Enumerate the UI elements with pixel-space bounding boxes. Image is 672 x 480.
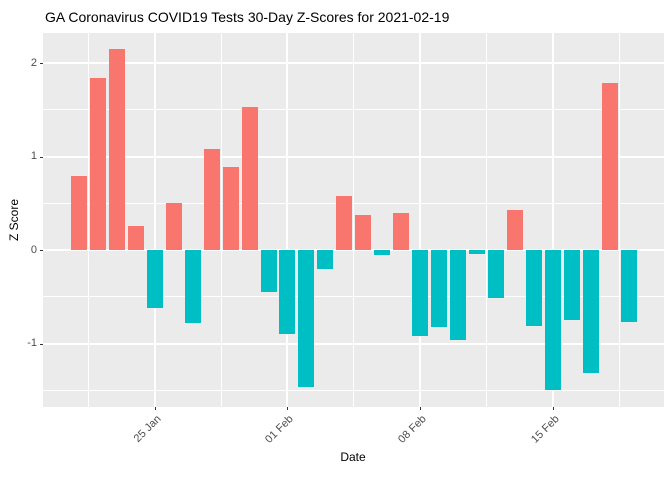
y-tick-mark bbox=[40, 250, 43, 251]
bar-2021-02-02 bbox=[298, 250, 315, 388]
bar-2021-01-28 bbox=[203, 149, 220, 250]
bar-2021-01-23 bbox=[108, 48, 125, 250]
minor-gridline-vertical bbox=[220, 33, 222, 407]
bar-2021-01-29 bbox=[222, 166, 239, 250]
bar-2021-01-25 bbox=[146, 250, 163, 308]
y-tick-label: -1 bbox=[27, 337, 37, 349]
major-gridline-horizontal bbox=[43, 62, 664, 64]
bar-2021-01-30 bbox=[241, 106, 258, 250]
chart-title: GA Coronavirus COVID19 Tests 30-Day Z-Sc… bbox=[45, 9, 450, 25]
plot-panel bbox=[43, 33, 664, 407]
major-gridline-vertical bbox=[551, 33, 554, 407]
bar-2021-02-16 bbox=[563, 250, 580, 321]
bar-2021-02-09 bbox=[431, 250, 448, 327]
x-tick-label: 01 Feb bbox=[263, 413, 296, 446]
bar-2021-02-07 bbox=[393, 212, 410, 250]
minor-gridline-vertical bbox=[87, 33, 89, 407]
x-tick-label: 15 Feb bbox=[528, 413, 562, 446]
bar-2021-02-15 bbox=[544, 250, 561, 391]
bar-2021-01-27 bbox=[184, 250, 201, 323]
y-tick-label: 1 bbox=[30, 150, 37, 162]
bar-2021-02-12 bbox=[487, 250, 504, 298]
bar-2021-02-01 bbox=[279, 250, 296, 335]
y-axis-title: Z Score bbox=[7, 198, 21, 242]
major-gridline-vertical bbox=[419, 33, 422, 407]
y-tick-mark bbox=[40, 63, 43, 64]
bar-2021-02-17 bbox=[582, 250, 599, 374]
minor-gridline-vertical bbox=[485, 33, 487, 407]
y-tick-label: 2 bbox=[30, 56, 37, 69]
bar-2021-01-24 bbox=[127, 225, 144, 250]
x-tick-mark bbox=[420, 407, 422, 410]
bar-2021-01-26 bbox=[165, 203, 182, 250]
major-gridline-horizontal bbox=[43, 249, 664, 251]
minor-gridline-vertical bbox=[618, 33, 620, 407]
bar-2021-01-31 bbox=[260, 250, 277, 293]
y-tick-mark bbox=[40, 343, 43, 345]
bar-2021-01-22 bbox=[89, 77, 106, 250]
minor-gridline-vertical bbox=[353, 33, 355, 407]
bar-2021-02-13 bbox=[506, 209, 523, 250]
x-tick-label: 08 Feb bbox=[395, 413, 429, 446]
y-tick-label: 0 bbox=[30, 243, 37, 256]
major-gridline-horizontal bbox=[43, 342, 664, 345]
x-tick-mark bbox=[154, 407, 156, 410]
bar-2021-02-14 bbox=[525, 250, 542, 326]
major-gridline-horizontal bbox=[43, 155, 664, 158]
bar-2021-02-10 bbox=[450, 250, 466, 340]
y-tick-mark bbox=[40, 156, 43, 158]
bar-2021-01-21 bbox=[71, 176, 87, 250]
bar-2021-02-03 bbox=[317, 250, 334, 269]
x-tick-mark bbox=[287, 407, 289, 410]
x-axis-title: Date bbox=[340, 450, 366, 464]
bar-2021-02-18 bbox=[601, 82, 618, 250]
bar-2021-02-19 bbox=[620, 250, 637, 322]
major-gridline-vertical bbox=[153, 33, 156, 407]
x-tick-mark bbox=[552, 407, 554, 410]
bar-2021-02-05 bbox=[355, 215, 372, 250]
bar-2021-02-04 bbox=[336, 195, 353, 250]
major-gridline-vertical bbox=[286, 33, 289, 407]
x-tick-label: 25 Jan bbox=[131, 413, 164, 445]
bar-2021-02-11 bbox=[468, 250, 485, 254]
bar-2021-02-06 bbox=[374, 250, 391, 255]
bar-2021-02-08 bbox=[412, 250, 429, 337]
